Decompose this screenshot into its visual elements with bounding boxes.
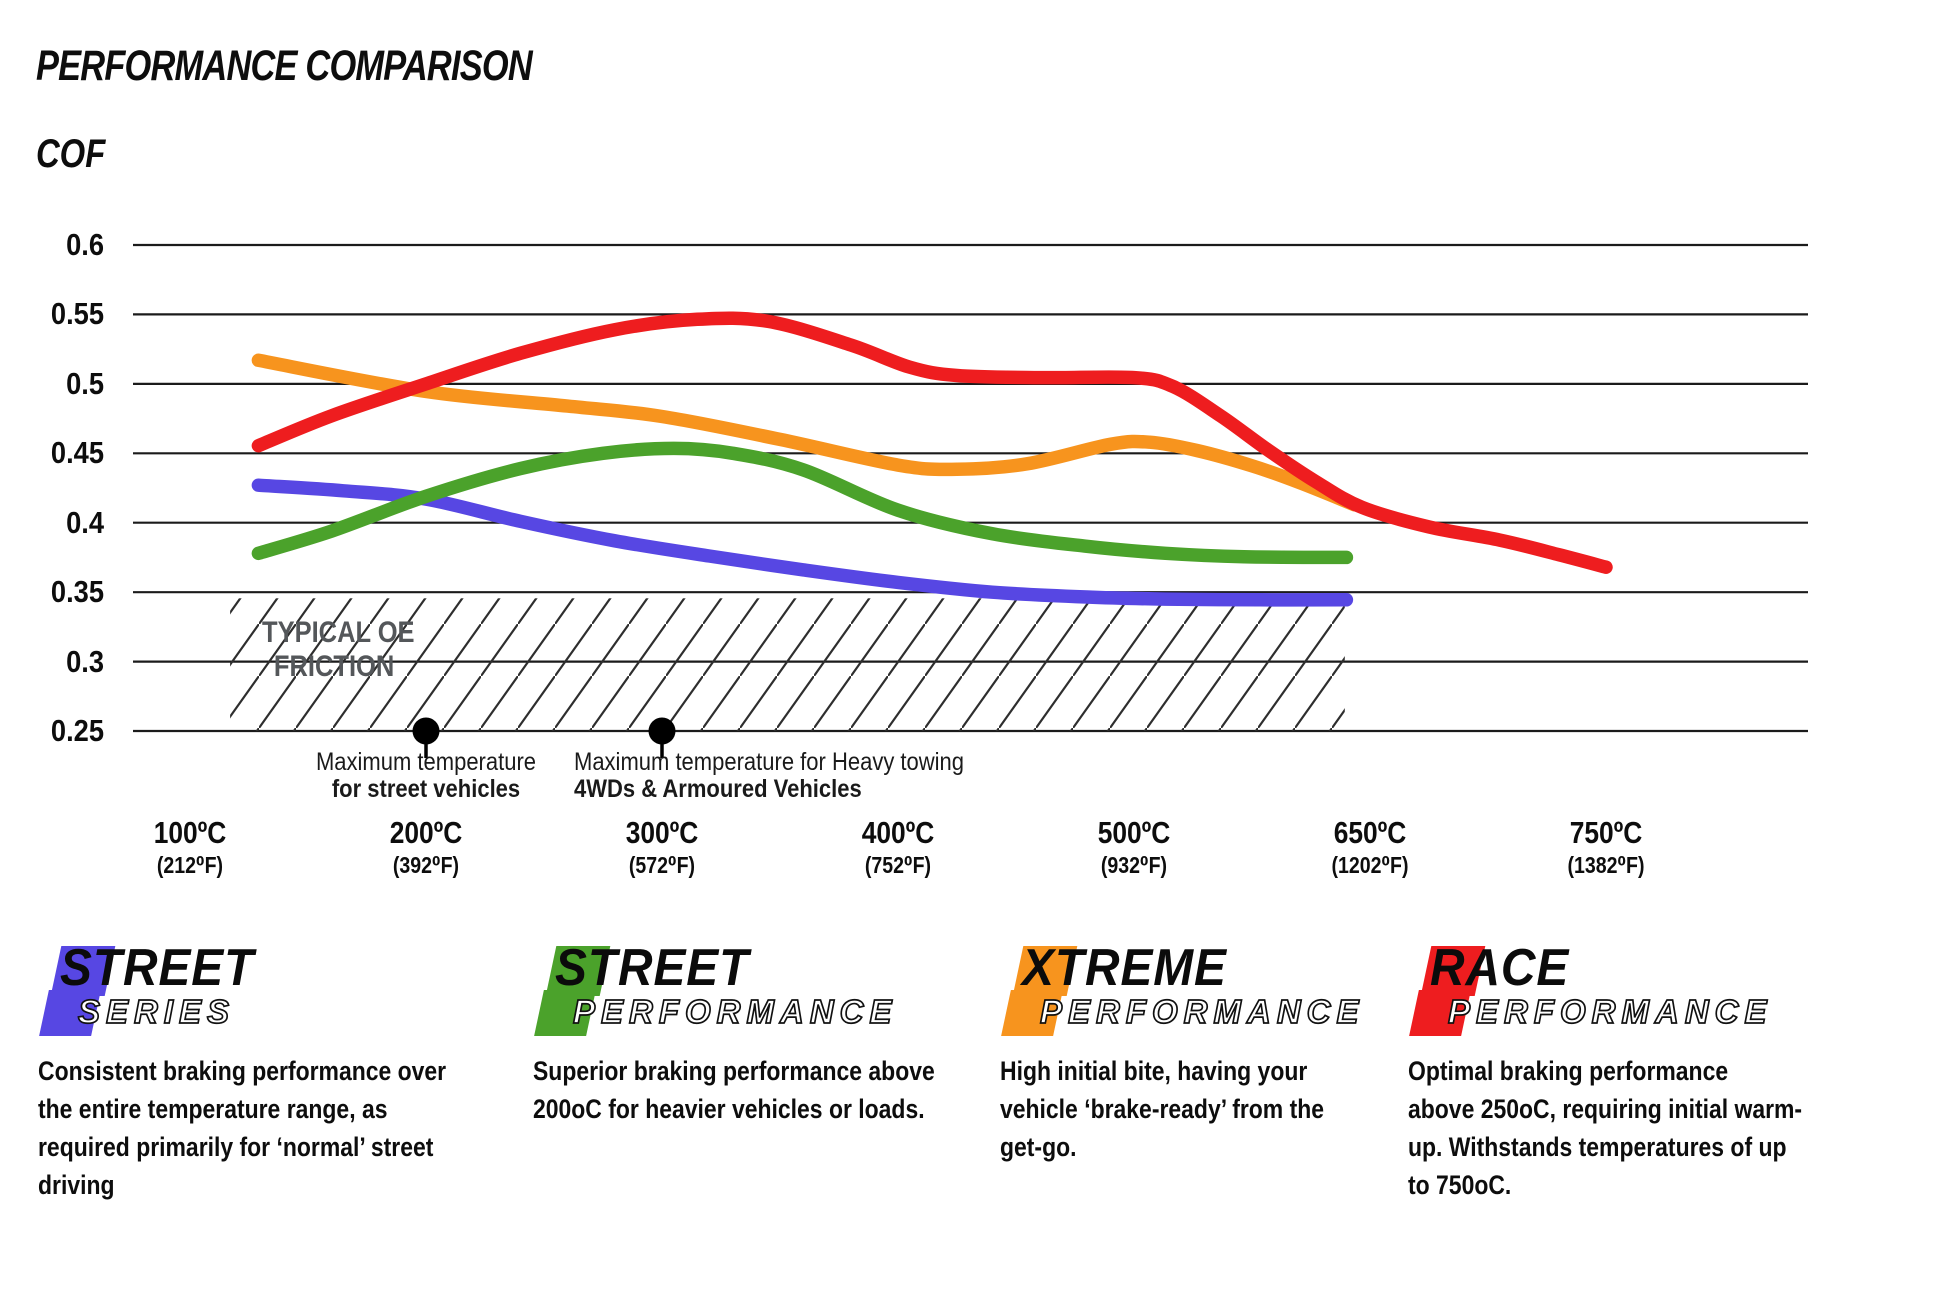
x-tick-fahrenheit: (1202⁰F) (1331, 852, 1409, 878)
legend-word1: STREET (60, 939, 255, 997)
race-performance-description: Optimal braking performance above 250oC,… (1408, 1056, 1803, 1200)
temperature-marker-dots (412, 717, 676, 759)
x-tick-celsius: 400ºC (861, 815, 935, 850)
curve-street-performance (251, 441, 1354, 565)
xtreme-performance-description: High initial bite, having your vehicle ‘… (1000, 1056, 1324, 1162)
chart-title: PERFORMANCE COMPARISON (36, 42, 533, 90)
x-tick-label: 650ºC (1202⁰F) (1255, 816, 1485, 878)
y-tick-label: 0.25 (50, 713, 104, 748)
legend-street-performance-logo: STREET PERFORMANCE (533, 939, 953, 1044)
cof-line-chart (133, 243, 1808, 759)
legend-race-performance-logo: RACE PERFORMANCE (1408, 939, 1828, 1044)
x-tick-label: 100ºC (212⁰F) (75, 816, 305, 878)
legend-word1: XTREME (1022, 939, 1227, 997)
curve-race-performance (251, 311, 1613, 574)
oe-friction-label: TYPICAL OE FRICTION (262, 616, 415, 684)
y-tick-label: 0.3 (66, 643, 104, 679)
y-tick-label: 0.55 (50, 296, 104, 332)
x-tick-label: 400ºC (752⁰F) (783, 816, 1013, 878)
legend-word2: SERIES (77, 993, 236, 1031)
annotation-line1: Maximum temperature for Heavy towing (574, 748, 965, 776)
x-tick-celsius: 650ºC (1333, 815, 1407, 850)
performance-curves (251, 311, 1613, 607)
x-tick-label: 300ºC (572⁰F) (547, 816, 777, 878)
y-tick-label: 0.35 (50, 574, 104, 610)
x-tick-fahrenheit: (1382⁰F) (1567, 852, 1645, 878)
y-tick-label: 0.6 (66, 227, 104, 262)
max-temp-dot (648, 717, 676, 745)
x-tick-fahrenheit: (752⁰F) (864, 852, 932, 878)
x-tick-celsius: 100ºC (153, 815, 227, 850)
x-tick-fahrenheit: (572⁰F) (628, 852, 696, 878)
street-series-description: Consistent braking performance over the … (38, 1056, 447, 1200)
x-tick-celsius: 500ºC (1097, 815, 1171, 850)
x-tick-label: 750ºC (1382⁰F) (1491, 816, 1721, 878)
oe-friction-label-line2: FRICTION (273, 650, 395, 683)
legend-word2: PERFORMANCE (1039, 993, 1365, 1031)
annotation-line1: Maximum temperature (315, 748, 537, 776)
annotation-line2: for street vehicles (331, 775, 521, 803)
x-tick-label: 200ºC (392⁰F) (311, 816, 541, 878)
y-tick-label: 0.5 (66, 365, 104, 401)
x-tick-celsius: 750ºC (1569, 815, 1643, 850)
x-tick-celsius: 300ºC (625, 815, 699, 850)
x-tick-fahrenheit: (212⁰F) (156, 852, 224, 878)
x-tick-label: 500ºC (932⁰F) (1019, 816, 1249, 878)
x-tick-celsius: 200ºC (389, 815, 463, 850)
legend-xtreme-performance-logo: XTREME PERFORMANCE (1000, 939, 1420, 1044)
x-tick-fahrenheit: (392⁰F) (392, 852, 460, 878)
x-tick-fahrenheit: (932⁰F) (1100, 852, 1168, 878)
max-temp-dot (412, 717, 440, 745)
legend-word1: RACE (1430, 939, 1570, 997)
y-tick-label: 0.45 (50, 435, 104, 471)
annotation-street-max-temp: Maximum temperature for street vehicles (224, 749, 629, 803)
y-tick-label: 0.4 (66, 504, 104, 540)
legend-word2: PERFORMANCE (1447, 993, 1773, 1031)
curve-xtreme-performance (251, 353, 1362, 512)
oe-friction-band (230, 598, 1345, 731)
legend-word2: PERFORMANCE (572, 993, 898, 1031)
street-performance-description: Superior braking performance above 200oC… (533, 1056, 935, 1124)
legend-street-series-logo: STREET SERIES (38, 939, 458, 1044)
legend-word1: STREET (555, 939, 750, 997)
annotation-line2: 4WDs & Armoured Vehicles (574, 775, 862, 803)
oe-friction-label-line1: TYPICAL OE (262, 616, 415, 649)
annotation-towing-max-temp: Maximum temperature for Heavy towing 4WD… (574, 749, 1032, 803)
y-axis-title: COF (36, 132, 106, 176)
